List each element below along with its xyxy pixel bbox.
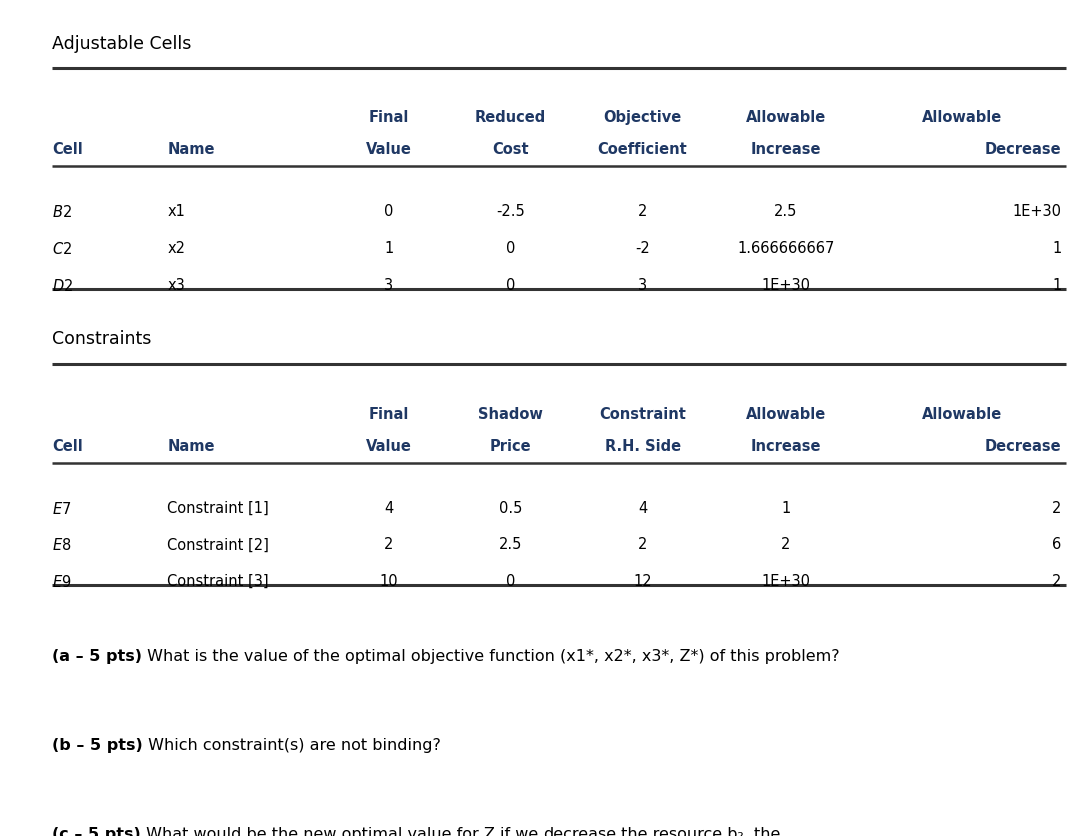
Text: What would be the new optimal value for Z if we: What would be the new optimal value for … xyxy=(140,826,543,836)
Text: x2: x2 xyxy=(167,241,186,256)
Text: 2: 2 xyxy=(1052,573,1062,589)
Text: 4: 4 xyxy=(638,500,647,515)
Text: decrease: decrease xyxy=(543,826,616,836)
Text: Constraint: Constraint xyxy=(599,406,686,421)
Text: 2.5: 2.5 xyxy=(774,204,797,219)
Text: x3: x3 xyxy=(167,278,185,293)
Text: Which constraint(s) are not binding?: Which constraint(s) are not binding? xyxy=(143,737,441,752)
Text: Constraints: Constraints xyxy=(52,329,151,348)
Text: Cost: Cost xyxy=(492,142,528,157)
Text: $D$2: $D$2 xyxy=(52,278,73,293)
Text: Cell: Cell xyxy=(52,438,82,453)
Text: R.H. Side: R.H. Side xyxy=(605,438,680,453)
Text: 12: 12 xyxy=(633,573,652,589)
Text: 3: 3 xyxy=(384,278,393,293)
Text: Shadow: Shadow xyxy=(477,406,543,421)
Text: Decrease: Decrease xyxy=(985,438,1062,453)
Text: 0.5: 0.5 xyxy=(499,500,522,515)
Text: Constraint [3]: Constraint [3] xyxy=(167,573,269,589)
Text: (a – 5 pts): (a – 5 pts) xyxy=(52,648,141,663)
Text: 2: 2 xyxy=(638,537,647,552)
Text: 0: 0 xyxy=(384,204,393,219)
Text: Final: Final xyxy=(368,110,409,125)
Text: 2: 2 xyxy=(781,537,791,552)
Text: x1: x1 xyxy=(167,204,186,219)
Text: Allowable: Allowable xyxy=(745,110,826,125)
Text: 0: 0 xyxy=(505,241,515,256)
Text: Allowable: Allowable xyxy=(745,406,826,421)
Text: (c – 5 pts): (c – 5 pts) xyxy=(52,826,140,836)
Text: $E$9: $E$9 xyxy=(52,573,71,589)
Text: 2: 2 xyxy=(1052,500,1062,515)
Text: 10: 10 xyxy=(379,573,399,589)
Text: Constraint [1]: Constraint [1] xyxy=(167,500,269,515)
Text: Value: Value xyxy=(366,438,411,453)
Text: Name: Name xyxy=(167,438,215,453)
Text: Coefficient: Coefficient xyxy=(597,142,688,157)
Text: Increase: Increase xyxy=(751,142,821,157)
Text: Constraint [2]: Constraint [2] xyxy=(167,537,269,552)
Text: $B$2: $B$2 xyxy=(52,204,71,220)
Text: What is the value of the optimal objective function (x1*, x2*, x3*, Z*) of this : What is the value of the optimal objecti… xyxy=(141,648,839,663)
Text: Increase: Increase xyxy=(751,438,821,453)
Text: 0: 0 xyxy=(505,573,515,589)
Text: 3: 3 xyxy=(638,278,647,293)
Text: 2: 2 xyxy=(384,537,393,552)
Text: 1: 1 xyxy=(1052,278,1062,293)
Text: 1E+30: 1E+30 xyxy=(1013,204,1062,219)
Text: Allowable: Allowable xyxy=(922,406,1002,421)
Text: Allowable: Allowable xyxy=(922,110,1002,125)
Text: 1.666666667: 1.666666667 xyxy=(737,241,835,256)
Text: (b – 5 pts): (b – 5 pts) xyxy=(52,737,143,752)
Text: 1: 1 xyxy=(384,241,393,256)
Text: -2.5: -2.5 xyxy=(496,204,525,219)
Text: Value: Value xyxy=(366,142,411,157)
Text: $C$2: $C$2 xyxy=(52,241,72,257)
Text: 4: 4 xyxy=(384,500,393,515)
Text: 1E+30: 1E+30 xyxy=(761,573,810,589)
Text: the resource b₂, the: the resource b₂, the xyxy=(616,826,781,836)
Text: Cell: Cell xyxy=(52,142,82,157)
Text: -2: -2 xyxy=(635,241,650,256)
Text: Price: Price xyxy=(489,438,531,453)
Text: 0: 0 xyxy=(505,278,515,293)
Text: $E$8: $E$8 xyxy=(52,537,71,553)
Text: Final: Final xyxy=(368,406,409,421)
Text: Adjustable Cells: Adjustable Cells xyxy=(52,35,191,54)
Text: $E$7: $E$7 xyxy=(52,500,71,516)
Text: Name: Name xyxy=(167,142,215,157)
Text: 1E+30: 1E+30 xyxy=(761,278,810,293)
Text: 1: 1 xyxy=(1052,241,1062,256)
Text: Objective: Objective xyxy=(604,110,681,125)
Text: Reduced: Reduced xyxy=(475,110,545,125)
Text: Decrease: Decrease xyxy=(985,142,1062,157)
Text: 2: 2 xyxy=(638,204,647,219)
Text: 2.5: 2.5 xyxy=(499,537,522,552)
Text: 6: 6 xyxy=(1052,537,1062,552)
Text: 1: 1 xyxy=(781,500,791,515)
